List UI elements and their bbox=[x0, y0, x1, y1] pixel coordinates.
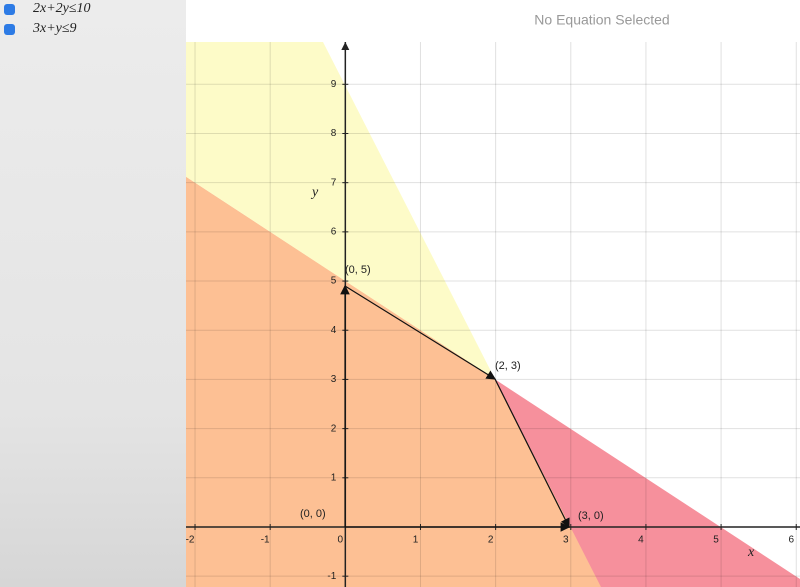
y-tick-label: 2 bbox=[331, 423, 337, 434]
y-tick-label: 8 bbox=[331, 128, 337, 139]
equation-row[interactable]: 3x+y≤9 bbox=[4, 20, 77, 38]
checkbox[interactable] bbox=[4, 3, 15, 15]
x-tick-label: 1 bbox=[413, 535, 419, 546]
x-tick-label: -1 bbox=[261, 535, 270, 546]
y-tick-label: 5 bbox=[331, 276, 337, 287]
x-tick-label: 3 bbox=[563, 535, 569, 546]
y-tick-label: -1 bbox=[327, 571, 336, 582]
checkbox[interactable] bbox=[4, 23, 15, 35]
equation-row[interactable]: 2x+2y≤10 bbox=[4, 0, 91, 18]
equation: 2x+2y≤10 bbox=[33, 1, 91, 16]
plot-area bbox=[186, 42, 800, 587]
y-tick-label: 7 bbox=[331, 177, 337, 188]
x-tick-label: 0 bbox=[338, 535, 344, 546]
y-axis-label: y bbox=[310, 185, 319, 200]
axis-arrow bbox=[341, 42, 350, 50]
region-overlap bbox=[186, 177, 601, 587]
y-tick-label: 6 bbox=[331, 227, 337, 238]
y-tick-label: 9 bbox=[331, 79, 337, 90]
x-tick-label: 4 bbox=[638, 535, 644, 546]
y-tick-label: 3 bbox=[331, 374, 337, 385]
edge-arrow bbox=[494, 378, 570, 529]
y-tick-label: 1 bbox=[331, 472, 337, 483]
x-tick-label: -2 bbox=[186, 535, 195, 546]
equation: 3x+y≤9 bbox=[33, 21, 77, 36]
point-label: (0, 0) bbox=[300, 508, 326, 520]
x-tick-label: 5 bbox=[713, 535, 719, 546]
sidebar: 2x+2y≤10 3x+y≤9 bbox=[0, 0, 186, 587]
point-label: (0, 5) bbox=[345, 264, 371, 276]
x-tick-label: 2 bbox=[488, 535, 494, 546]
edge-arrow bbox=[344, 285, 497, 380]
x-tick-label: 6 bbox=[788, 535, 794, 546]
y-tick-label: 4 bbox=[331, 325, 337, 336]
point-label: (2, 3) bbox=[495, 360, 521, 372]
x-axis-label: x bbox=[747, 545, 755, 560]
point-label: (3, 0) bbox=[578, 510, 604, 522]
status: No Equation Selected bbox=[534, 12, 669, 28]
